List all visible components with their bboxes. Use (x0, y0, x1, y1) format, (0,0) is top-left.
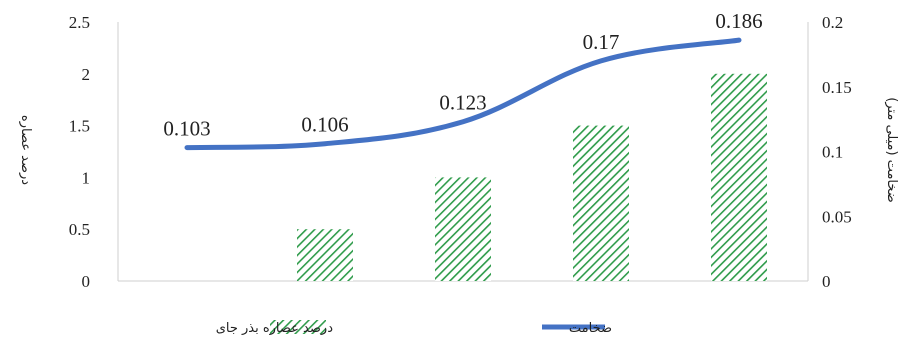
left-tick-label: 1 (82, 168, 91, 187)
bar (711, 73, 767, 281)
line-data-label: 0.106 (301, 113, 348, 137)
left-axis-label: درصد عصاره (18, 115, 33, 185)
right-tick-label: 0.2 (822, 13, 843, 32)
right-tick-label: 0.1 (822, 143, 843, 162)
line-series-path (184, 37, 742, 151)
line-data-label: 0.17 (583, 30, 620, 54)
line-data-label: 0.103 (163, 117, 210, 141)
legend: درصد عصاره بذر جای ضخامت (216, 320, 612, 336)
left-tick-label: 1.5 (69, 117, 90, 136)
legend-line-label: ضخامت (569, 321, 612, 336)
bar-series (297, 73, 767, 281)
line-data-label: 0.186 (715, 9, 762, 33)
right-axis-ticks: 0 0.05 0.1 0.15 0.2 (822, 13, 852, 291)
line-data-label: 0.123 (439, 91, 486, 115)
bar (573, 125, 629, 281)
right-tick-label: 0.05 (822, 207, 852, 226)
right-tick-label: 0.15 (822, 78, 852, 97)
left-tick-label: 0 (82, 272, 91, 291)
bar (435, 177, 491, 281)
left-tick-label: 0.5 (69, 220, 90, 239)
right-tick-label: 0 (822, 272, 831, 291)
right-axis-label: ضخامت (میلی متر) (884, 97, 899, 203)
legend-bar-label: درصد عصاره بذر جای (216, 321, 334, 336)
bar (297, 229, 353, 281)
legend-bar-swatch (270, 320, 326, 334)
left-tick-label: 2.5 (69, 13, 90, 32)
left-tick-label: 2 (82, 65, 91, 84)
left-axis-ticks: 0 0.5 1 1.5 2 2.5 (69, 13, 90, 291)
line-data-labels: 0.103 0.106 0.123 0.17 0.186 (163, 9, 762, 140)
